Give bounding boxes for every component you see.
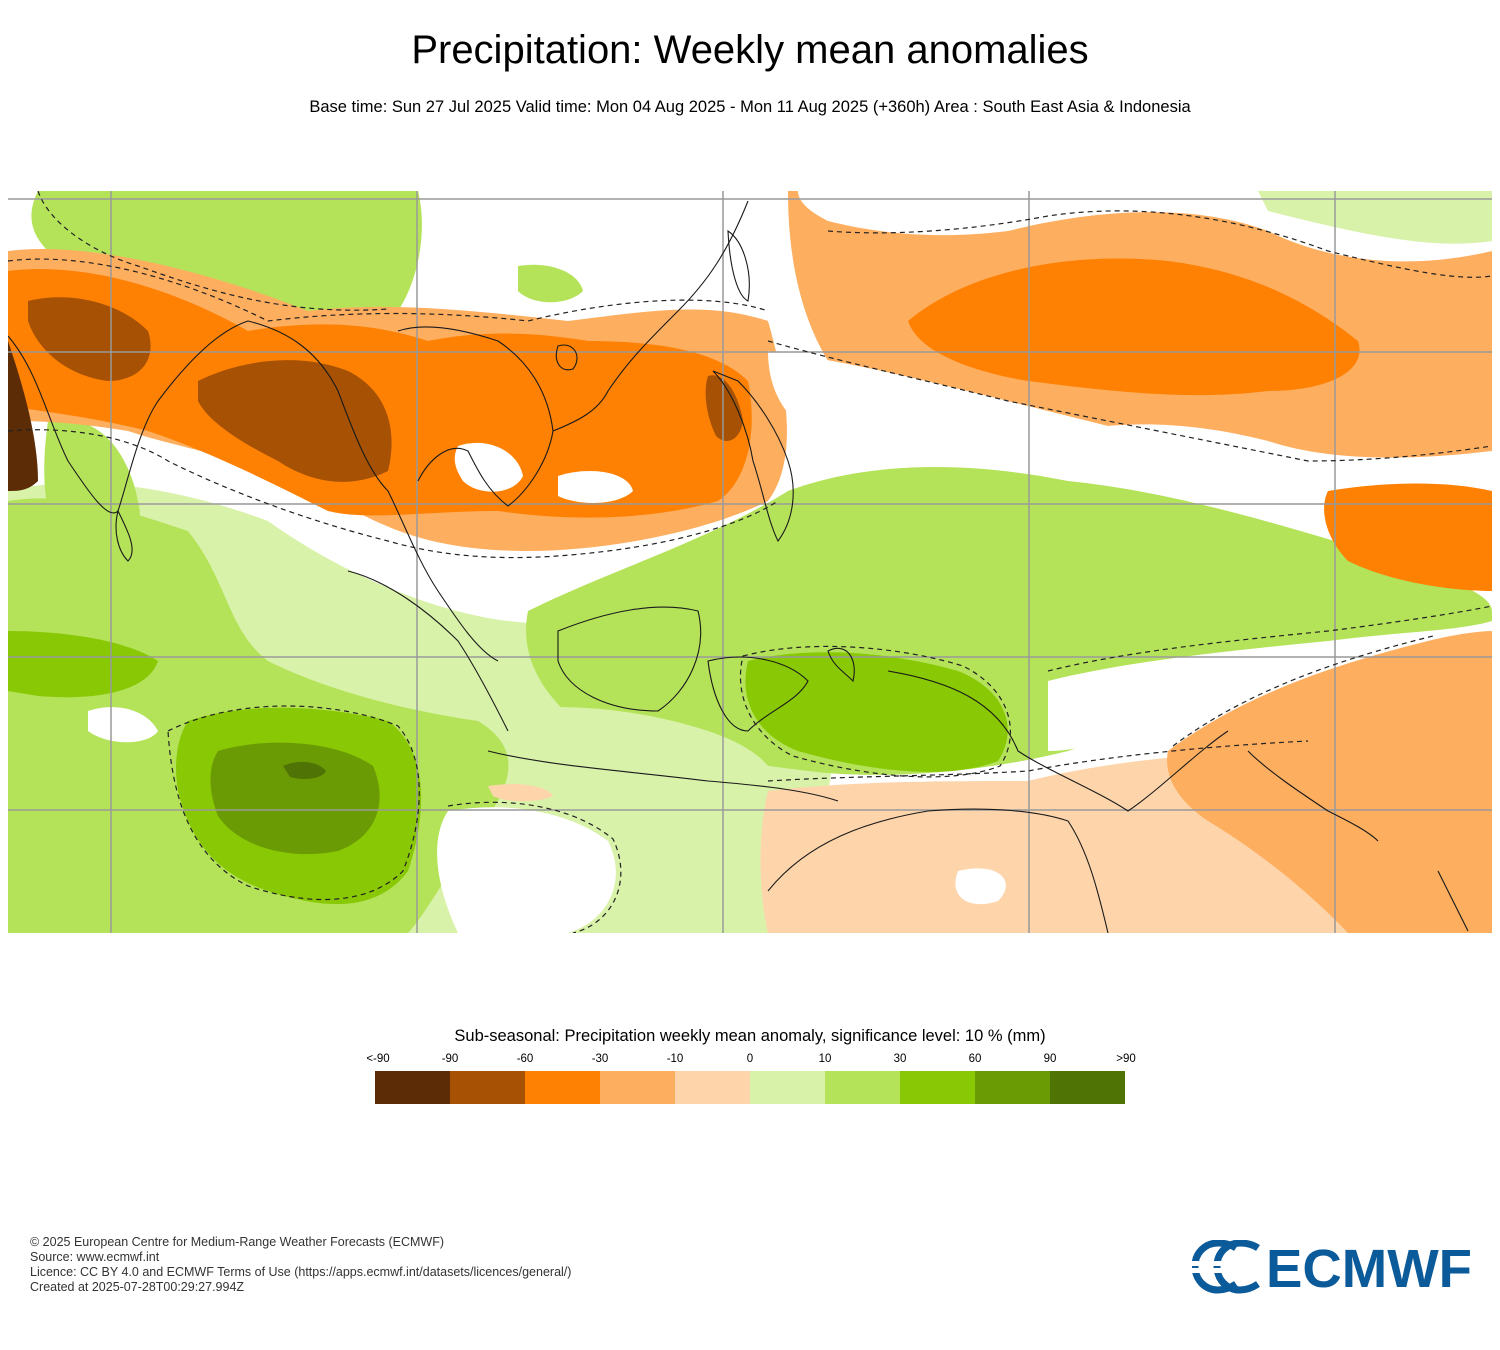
field-white-scs bbox=[558, 471, 633, 503]
coastlines bbox=[8, 200, 1469, 933]
field-brown-myanmar bbox=[198, 360, 392, 482]
legend-label: 30 bbox=[893, 1053, 907, 1065]
legend-label: 60 bbox=[968, 1053, 982, 1065]
page-subtitle: Base time: Sun 27 Jul 2025 Valid time: M… bbox=[309, 98, 1191, 116]
legend-label: 90 bbox=[1043, 1053, 1057, 1065]
field-brown-india bbox=[28, 297, 151, 381]
legend-swatch bbox=[825, 1071, 900, 1104]
legend-swatch bbox=[975, 1071, 1050, 1104]
field-light-orange-timor bbox=[488, 784, 553, 802]
legend-label: -90 bbox=[441, 1053, 459, 1065]
copyright-text: © 2025 European Centre for Medium-Range … bbox=[30, 1235, 445, 1249]
field-green-north bbox=[31, 191, 422, 331]
legend-swatch bbox=[450, 1071, 525, 1104]
legend-swatch bbox=[750, 1071, 825, 1104]
legend-label: -10 bbox=[666, 1053, 684, 1065]
ecmwf-logo-text: ECMWF bbox=[1266, 1240, 1472, 1294]
field-bright-green-west bbox=[8, 631, 158, 698]
map-svg bbox=[8, 191, 1492, 933]
ecmwf-emblem-icon bbox=[1191, 1239, 1260, 1294]
field-white-indian-ocean bbox=[437, 807, 616, 933]
anomaly-map bbox=[8, 191, 1492, 933]
field-darkest-green-sw bbox=[283, 761, 326, 779]
licence-text: Licence: CC BY 4.0 and ECMWF Terms of Us… bbox=[30, 1265, 572, 1279]
legend-label: 0 bbox=[746, 1053, 754, 1065]
anomaly-fields bbox=[8, 191, 1492, 933]
source-text: Source: www.ecmwf.int bbox=[30, 1250, 160, 1264]
field-light-green-indochina bbox=[518, 264, 583, 303]
legend-labels: <-90 -90 -60 -30 -10 0 10 30 60 90 >90 bbox=[0, 1052, 1500, 1066]
legend-label: -30 bbox=[591, 1053, 609, 1065]
field-orange-pacific-core bbox=[908, 258, 1360, 396]
field-darkest-brown-west-edge bbox=[8, 341, 38, 491]
legend-colorbar bbox=[375, 1071, 1125, 1104]
page-title: Precipitation: Weekly mean anomalies bbox=[411, 28, 1089, 72]
legend-label: 10 bbox=[818, 1053, 832, 1065]
field-green-pacific-top bbox=[1258, 191, 1492, 244]
field-orange-mainland bbox=[8, 269, 752, 518]
field-white-west-pocket bbox=[88, 707, 158, 743]
legend-swatch bbox=[1050, 1071, 1125, 1104]
legend-title: Sub-seasonal: Precipitation weekly mean … bbox=[454, 1027, 1046, 1045]
field-white-gulf bbox=[454, 442, 523, 492]
field-light-green-java bbox=[506, 707, 776, 804]
legend-swatch bbox=[900, 1071, 975, 1104]
ecmwf-logo: ECMWF bbox=[1191, 1239, 1474, 1299]
significance-contours bbox=[8, 191, 1492, 933]
field-brown-luzon bbox=[705, 375, 743, 441]
footer: © 2025 European Centre for Medium-Range … bbox=[30, 1235, 571, 1295]
field-bright-green-sulawesi bbox=[745, 652, 1008, 772]
legend-swatch bbox=[600, 1071, 675, 1104]
legend-label: <-90 bbox=[366, 1053, 390, 1065]
created-text: Created at 2025-07-28T00:29:27.994Z bbox=[30, 1280, 245, 1294]
legend-swatch bbox=[375, 1071, 450, 1104]
legend-swatch bbox=[525, 1071, 600, 1104]
field-orange-coral-sea bbox=[1167, 631, 1492, 933]
field-white-pacific-mid bbox=[768, 351, 1492, 521]
legend-label: -60 bbox=[516, 1053, 534, 1065]
field-orange-pacific-east bbox=[1324, 483, 1492, 591]
legend-label: >90 bbox=[1116, 1053, 1136, 1065]
legend-swatch bbox=[675, 1071, 750, 1104]
field-dark-green-sw-core bbox=[210, 742, 380, 855]
field-white-australia bbox=[955, 868, 1006, 905]
